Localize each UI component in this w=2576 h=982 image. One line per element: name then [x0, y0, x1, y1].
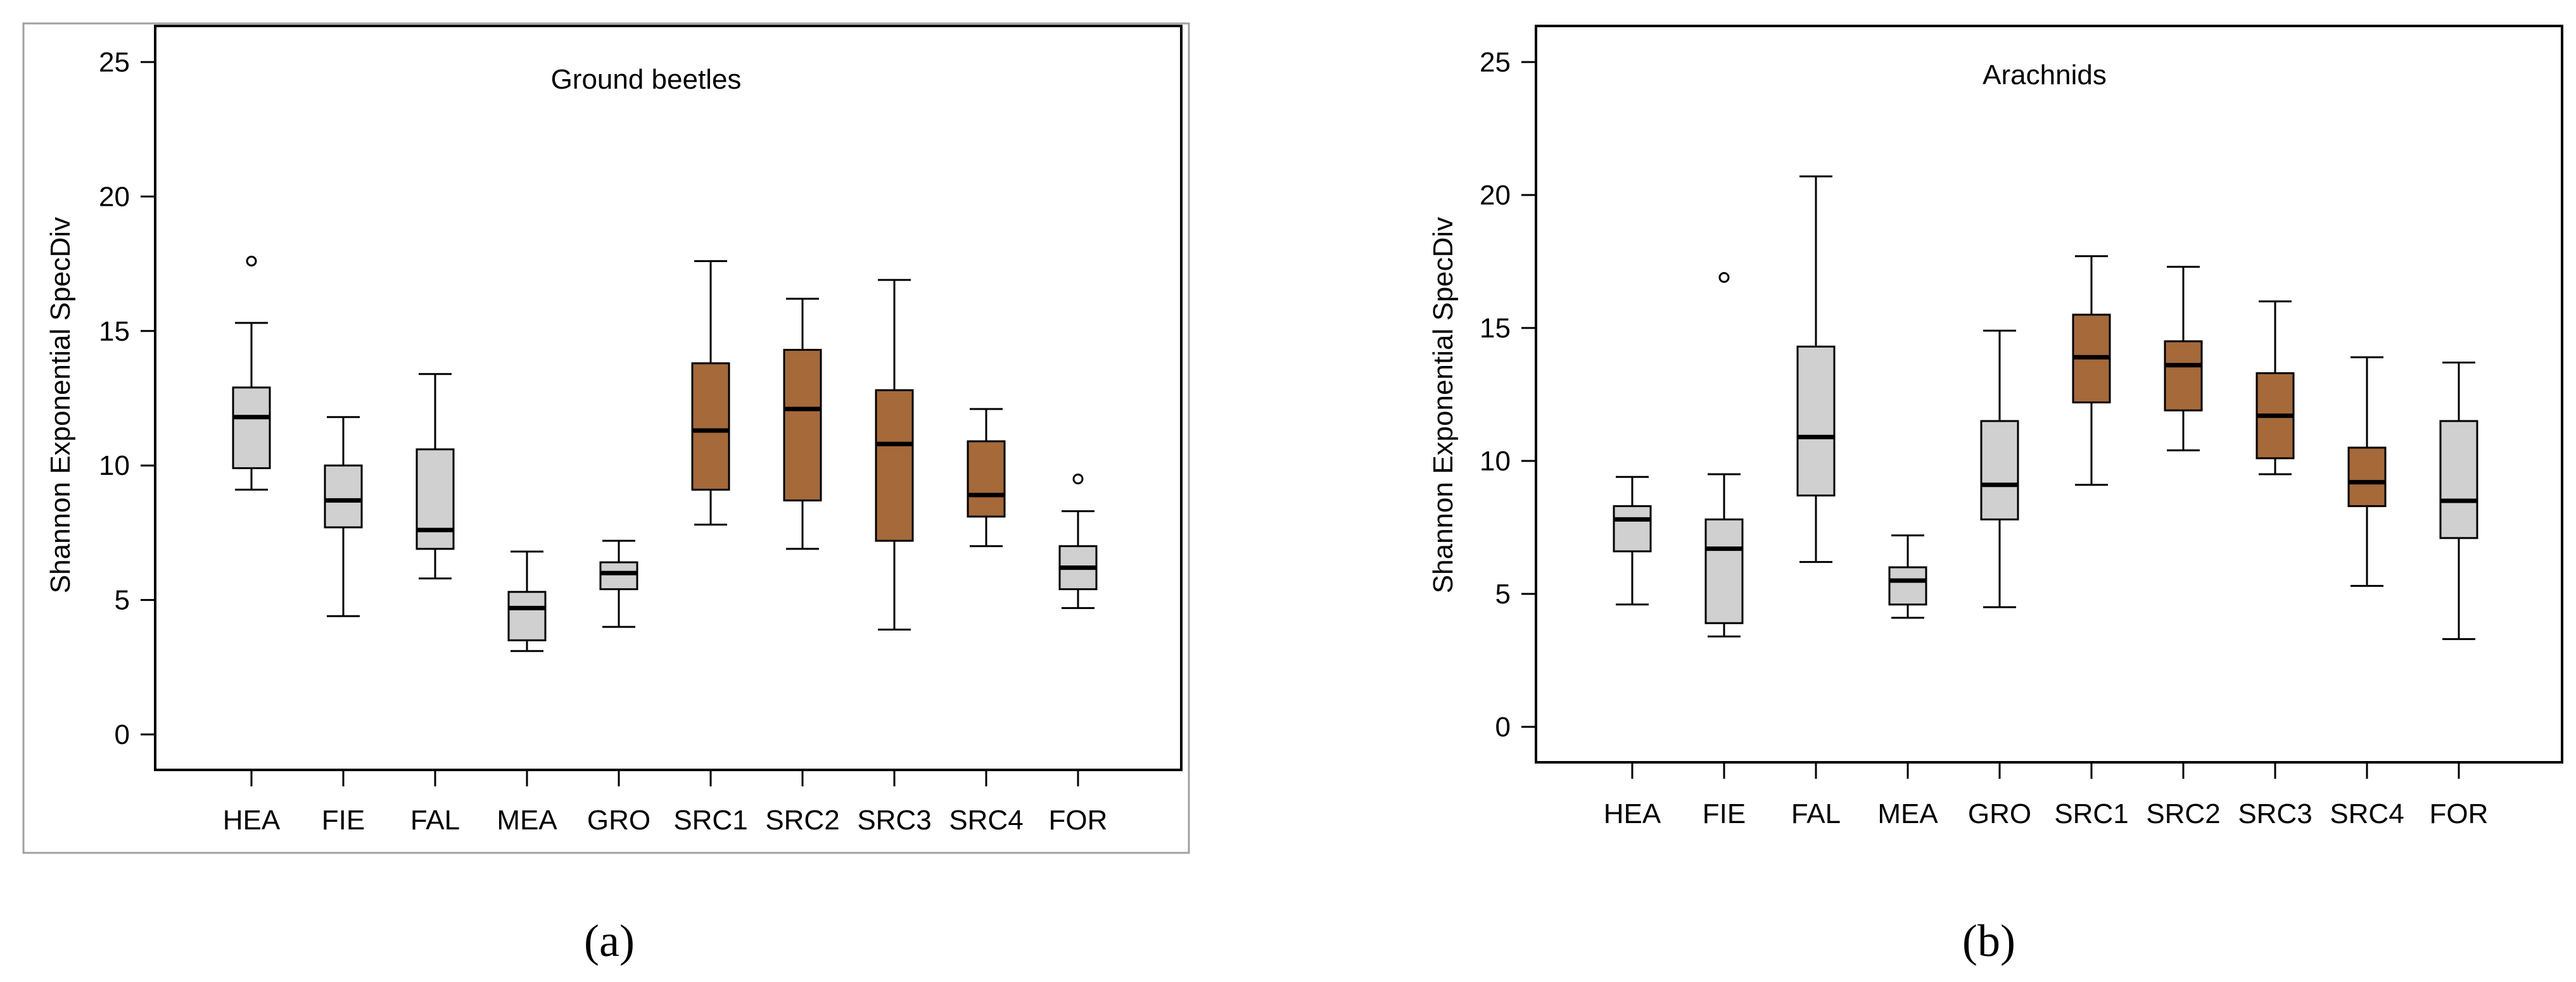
- box-gro: [599, 539, 638, 628]
- outlier-point: [1072, 473, 1084, 484]
- iqr-box: [967, 440, 1006, 518]
- box-for: [1058, 473, 1098, 609]
- x-tick-label-fie: FIE: [1703, 798, 1746, 829]
- panel-b-y-axis: 0 5 10 15 20 25: [1480, 47, 1536, 743]
- iqr-box: [1980, 420, 2019, 520]
- box-src2: [783, 298, 822, 550]
- box-mea: [507, 550, 547, 652]
- box-fie: [324, 416, 363, 617]
- panel-a-y-axis: 0 5 10 15 20 25: [99, 47, 155, 750]
- iqr-box: [691, 362, 730, 491]
- x-tick-label-hea: HEA: [1604, 798, 1661, 829]
- y-tick-label: 20: [99, 181, 130, 212]
- panel-a-ylabel: Shannon Exponential SpecDiv: [45, 217, 76, 593]
- x-tick-label-src3: SRC3: [857, 805, 931, 836]
- outlier-point: [1718, 272, 1730, 283]
- box-src1: [691, 260, 730, 526]
- box-hea: [232, 255, 271, 491]
- panel-a-x-axis: HEA FIE FAL MEA GRO SRC1 SRC2 SRC3 SRC4 FOR: [223, 770, 1108, 836]
- box-src3: [875, 279, 914, 631]
- panel-a-title: Ground beetles: [551, 64, 742, 95]
- iqr-box: [1888, 566, 1927, 606]
- panel-b-ylabel: Shannon Exponential SpecDiv: [1428, 217, 1459, 593]
- iqr-box: [2347, 446, 2387, 507]
- box-fal: [416, 373, 455, 580]
- iqr-box: [599, 561, 638, 591]
- panel-b-plot-area: [1535, 25, 2563, 764]
- iqr-box: [1796, 345, 1836, 497]
- y-tick-label: 0: [115, 719, 130, 750]
- panel-a-plot-area: [154, 25, 1183, 771]
- x-tick-label-mea: MEA: [497, 805, 557, 836]
- y-tick-label: 20: [1480, 180, 1511, 211]
- y-tick-label: 25: [1480, 47, 1511, 78]
- iqr-box: [324, 464, 363, 529]
- iqr-box: [1704, 518, 1744, 624]
- x-tick-label-src2: SRC2: [765, 805, 839, 836]
- x-tick-label-src2: SRC2: [2146, 798, 2220, 829]
- x-tick-label-fal: FAL: [410, 805, 460, 836]
- y-tick-label: 5: [1495, 579, 1511, 610]
- iqr-box: [2439, 420, 2478, 539]
- y-tick-label: 15: [99, 316, 130, 347]
- iqr-box: [232, 386, 271, 469]
- outlier-point: [246, 255, 257, 267]
- x-tick-label-src1: SRC1: [2054, 798, 2128, 829]
- box-fal: [1796, 175, 1836, 563]
- iqr-box: [2164, 340, 2203, 412]
- box-src2: [2164, 265, 2203, 451]
- x-tick-label-src4: SRC4: [2330, 798, 2404, 829]
- panel-a: Ground beetles Shannon Exponential SpecD…: [22, 22, 1190, 854]
- y-tick-label: 0: [1495, 712, 1511, 743]
- box-gro: [1980, 329, 2019, 608]
- y-tick-label: 5: [115, 585, 130, 616]
- x-tick-label-fal: FAL: [1791, 798, 1841, 829]
- box-fie: [1704, 272, 1744, 638]
- box-mea: [1888, 534, 1927, 619]
- caption-b: (b): [1962, 916, 2015, 966]
- x-tick-label-hea: HEA: [223, 805, 281, 836]
- caption-a: (a): [584, 916, 635, 966]
- y-tick-label: 10: [99, 450, 130, 481]
- iqr-box: [783, 349, 822, 501]
- iqr-box: [1613, 505, 1652, 553]
- panel-a-boxes: [232, 255, 1098, 652]
- x-tick-label-for: FOR: [1049, 805, 1108, 836]
- panel-b: Arachnids Shannon Exponential SpecDiv 0 5…: [1428, 25, 2563, 829]
- iqr-box: [507, 591, 547, 641]
- y-tick-label: 15: [1480, 313, 1511, 344]
- iqr-box: [416, 448, 455, 550]
- x-tick-label-src1: SRC1: [673, 805, 747, 836]
- y-tick-label: 25: [99, 47, 130, 78]
- box-src4: [967, 408, 1006, 548]
- panel-b-x-axis: HEA FIE FAL MEA GRO SRC1 SRC2 SRC3 SRC4 FOR: [1604, 762, 2489, 829]
- y-tick-label: 10: [1480, 446, 1511, 477]
- x-tick-label-fie: FIE: [322, 805, 365, 836]
- x-tick-label-mea: MEA: [1877, 798, 1938, 829]
- box-src1: [2072, 255, 2111, 486]
- panel-b-boxes: [1613, 175, 2478, 640]
- box-src3: [2256, 300, 2295, 475]
- x-tick-label-gro: GRO: [587, 805, 650, 836]
- box-hea: [1613, 475, 1652, 606]
- x-tick-label-src3: SRC3: [2238, 798, 2312, 829]
- x-tick-label-src4: SRC4: [949, 805, 1023, 836]
- x-tick-label-for: FOR: [2430, 798, 2489, 829]
- iqr-box: [875, 389, 914, 542]
- box-src4: [2347, 356, 2387, 587]
- x-tick-label-gro: GRO: [1968, 798, 2031, 829]
- panel-b-title: Arachnids: [1983, 60, 2107, 91]
- box-for: [2439, 362, 2478, 640]
